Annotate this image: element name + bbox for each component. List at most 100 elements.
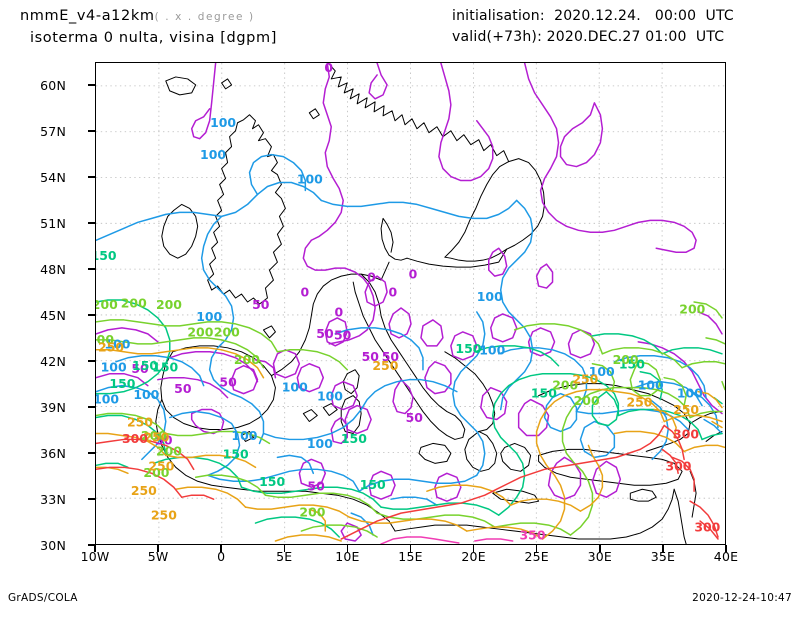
contour-label: 200 — [187, 324, 213, 339]
contour-label: 100 — [677, 385, 703, 400]
contour-label: 200 — [679, 301, 705, 316]
contour-label: 0 — [389, 285, 398, 300]
y-axis-tick-label: 33N — [40, 492, 66, 507]
contour-label: 200 — [234, 352, 260, 367]
contour-label: 300 — [122, 431, 148, 446]
y-axis-tick-label: 36N — [40, 446, 66, 461]
x-axis-tick — [346, 545, 349, 552]
contour-label: 350 — [520, 527, 546, 542]
contour-label: 100 — [589, 364, 615, 379]
y-axis-tick — [88, 130, 95, 132]
source-credit: GrADS/COLA — [8, 592, 78, 604]
x-axis-tick — [599, 545, 601, 552]
x-axis-tick-label: 15E — [398, 549, 423, 564]
contour-label: 250 — [151, 508, 177, 523]
contour-label: 0 — [367, 269, 376, 284]
y-axis-tick — [88, 268, 95, 270]
y-axis-tick-label: 45N — [40, 308, 66, 323]
x-axis-tick — [725, 545, 727, 552]
header-right-block: initialisation: 2020.12.24. 00:00 UTC va… — [452, 6, 734, 48]
x-axis-tick — [283, 545, 286, 552]
contour-label: 300 — [694, 520, 720, 535]
contour-label: 50 — [174, 381, 192, 396]
initialisation-time: initialisation: 2020.12.24. 00:00 UTC — [452, 8, 734, 24]
chart-header: nmmE_v4-a12km( . x . degree ) isoterma 0… — [0, 0, 800, 56]
contour-label: 150 — [455, 341, 481, 356]
contour-label: 50 — [316, 326, 334, 341]
contour-label: 50 — [362, 349, 380, 364]
contour-label: 200 — [141, 428, 167, 443]
contour-label: 150 — [132, 358, 158, 373]
y-axis-tick-label: 48N — [40, 262, 66, 277]
contour-label: 0 — [301, 285, 310, 300]
contour-label: 250 — [673, 402, 699, 417]
contour-label: 150 — [152, 359, 178, 374]
contour-label: 250 — [572, 372, 598, 387]
y-axis-tick — [88, 406, 95, 408]
contour-label: 300 — [673, 427, 699, 442]
x-axis-tick-label: 5E — [276, 549, 293, 564]
field-title: isoterma 0 nulta, visina [dgpm] — [30, 30, 277, 46]
contour-level-100 — [96, 153, 723, 536]
y-axis-tick-label: 39N — [40, 400, 66, 415]
contour-label: 150 — [223, 446, 249, 461]
contour-label: 100 — [282, 379, 308, 394]
contour-label: 50 — [334, 327, 352, 342]
map-plot-area: 0 0 0 0 0 0 50 50 50 50 50 50 50 50 50 50 50 100 100 100 100… — [95, 62, 726, 545]
x-axis-tick-label: 20E — [461, 549, 486, 564]
model-name: nmmE_v4-a12km — [20, 8, 155, 24]
x-axis-tick-label: 40E — [713, 549, 739, 564]
contour-label: 250 — [143, 430, 169, 445]
contour-label: 100 — [479, 343, 505, 358]
contour-label: 50 — [219, 375, 237, 390]
contour-label: 150 — [259, 474, 285, 489]
y-axis-tick — [88, 222, 95, 224]
x-axis-tick-label: 25E — [524, 549, 549, 564]
valid-time: valid(+73h): 2020.DEC.27 01:00 UTC — [452, 29, 725, 45]
contour-label: 250 — [127, 414, 153, 429]
x-axis-tick — [662, 545, 664, 552]
header-line-model: nmmE_v4-a12km( . x . degree ) — [20, 6, 277, 28]
contour-label: 150 — [341, 431, 367, 446]
x-axis-tick — [220, 545, 222, 552]
contour-label: 200 — [574, 393, 600, 408]
contour-label: 250 — [131, 483, 157, 498]
contour-label: 250 — [372, 358, 398, 373]
contour-label: 150 — [360, 477, 386, 492]
x-axis-tick-label: 35E — [650, 549, 676, 564]
contour-label: 100 — [101, 359, 127, 374]
y-axis-tick — [88, 452, 95, 454]
contour-label: 50 — [382, 349, 400, 364]
contour-label: 100 — [104, 337, 130, 352]
contour-label: 100 — [307, 436, 333, 451]
y-axis-tick — [88, 314, 95, 316]
x-axis-tick-label: 0 — [217, 549, 226, 564]
y-axis-tick — [88, 544, 95, 546]
x-axis-tick-label: 10W — [80, 549, 110, 564]
contour-label: 200 — [96, 297, 118, 312]
contour-label: 100 — [96, 391, 119, 406]
contour-label: 100 — [200, 147, 226, 162]
chart-footer: GrADS/COLA 2020-12-24-10:47 — [0, 592, 800, 618]
header-left-block: nmmE_v4-a12km( . x . degree ) isoterma 0… — [20, 6, 277, 49]
contour-level-350 — [380, 536, 514, 544]
contour-level-250 — [96, 347, 725, 542]
x-axis-tick — [535, 545, 538, 552]
contour-label: 150 — [96, 248, 117, 263]
y-axis-tick-label: 30N — [40, 538, 66, 553]
contour-label: 150 — [109, 376, 135, 391]
contour-label: 100 — [210, 115, 236, 130]
contour-label: 200 — [214, 324, 240, 339]
contour-label: 0 — [409, 266, 418, 281]
contour-label: 250 — [98, 340, 124, 355]
y-axis-tick — [88, 498, 95, 500]
contour-label: 250 — [626, 395, 652, 410]
y-axis-tick-label: 54N — [40, 170, 66, 185]
y-axis-tick-label: 57N — [40, 124, 66, 139]
units-note: ( . x . degree ) — [154, 11, 255, 23]
contour-label: 100 — [133, 387, 159, 402]
contour-label: 300 — [665, 459, 691, 474]
contour-label: 250 — [148, 459, 174, 474]
